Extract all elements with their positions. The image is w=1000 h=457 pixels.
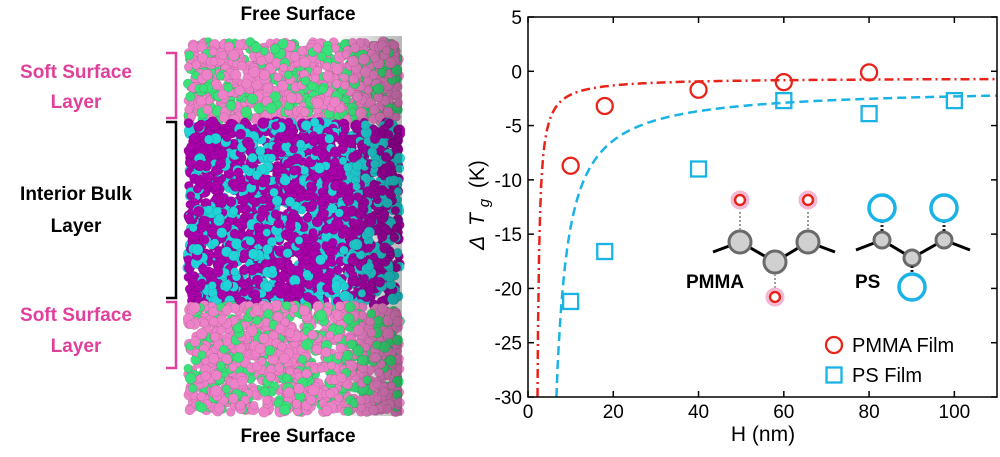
y-tick-label: -25: [495, 334, 522, 355]
data-markers: [561, 63, 964, 311]
ps-point: [945, 91, 964, 110]
y-tick-label: -5: [505, 117, 522, 138]
side-group-halo-icon: [765, 287, 785, 307]
x-tick-label: 40: [688, 402, 709, 423]
y-axis-subscript: g: [476, 198, 493, 207]
y-tick-label: 5: [511, 8, 522, 29]
y-tick-label: -10: [495, 171, 522, 192]
layer-label-line: Layer: [51, 216, 102, 237]
ps-point: [596, 242, 614, 261]
phenyl-group-icon: [867, 193, 897, 223]
y-axis-delta: Δ: [466, 236, 489, 251]
side-group-icon: [801, 193, 815, 207]
fit-line-pmma-film: [536, 77, 997, 398]
ps-point: [561, 292, 580, 311]
side-group-halo-icon: [798, 190, 818, 210]
legend-ps-marker: [825, 366, 843, 384]
ps-point: [775, 91, 793, 110]
y-tick-label: -15: [495, 225, 522, 246]
side-group-halo-icon: [730, 190, 750, 210]
bulk-layer-label: Interior Bulk Layer: [20, 184, 132, 237]
y-axis-symbol: T: [466, 211, 489, 226]
atom-slab: [182, 36, 406, 418]
ps-bead-icon: [872, 230, 892, 250]
bottom-surface-bracket: [166, 300, 178, 370]
chart-axes: [527, 16, 998, 398]
x-tick-label: 20: [603, 402, 624, 423]
plot-frame: [527, 16, 998, 398]
legend-entry: PMMA Film: [852, 335, 954, 357]
pmma-bead-icon: [795, 229, 821, 255]
x-tick-label: 100: [939, 402, 971, 423]
pmma-inset-label: PMMA: [686, 272, 744, 293]
bulk-bracket: [166, 120, 178, 300]
y-tick-label: 0: [511, 62, 522, 83]
side-group-icon: [768, 290, 782, 304]
bottom-surface-layer-label: Soft Surface Layer: [20, 305, 132, 357]
pmma-point: [774, 72, 793, 92]
pmma-point: [561, 156, 580, 175]
ps-point: [860, 104, 878, 123]
tg-chart: PMMA PS 0 20 40 60 80 100 5 0 -5 -10 -15 -20 -25 -30 P…: [466, 8, 998, 446]
monomer-inset: PMMA PS: [686, 190, 971, 307]
x-tick-label: 60: [773, 402, 794, 423]
slab-shading: [182, 36, 402, 416]
top-surface-layer-label: Soft Surface Layer: [20, 62, 132, 113]
ps-bead-icon: [902, 248, 922, 268]
layer-label-line: Layer: [51, 92, 102, 113]
top-surface-bracket: [166, 51, 178, 120]
legend-entry: PS Film: [852, 365, 922, 387]
legend-pmma-marker: [824, 335, 844, 355]
ps-point: [689, 160, 708, 178]
layer-label-line: Interior Bulk: [20, 184, 132, 205]
y-axis-label: Δ T g (K): [466, 160, 494, 251]
y-tick-label: -20: [495, 279, 522, 300]
x-tick-label: 0: [523, 402, 534, 423]
ps-bead-icon: [934, 230, 954, 250]
ps-inset-label: PS: [855, 272, 880, 293]
x-tick-label: 80: [859, 402, 880, 423]
top-free-surface-label: Free Surface: [240, 4, 355, 25]
y-axis-unit: (K): [466, 160, 489, 188]
layer-label-line: Layer: [51, 336, 102, 357]
pmma-point: [595, 96, 614, 116]
side-group-icon: [733, 193, 747, 207]
svg-text:Δ T g: Δ T g (K): [466, 160, 494, 251]
tick-labels: 0 20 40 60 80 100 5 0 -5 -10 -15 -20 -25 -30: [495, 8, 971, 423]
pmma-bead-icon: [762, 249, 788, 275]
phenyl-group-icon: [897, 272, 927, 302]
pmma-point: [689, 80, 708, 99]
bottom-free-surface-label: Free Surface: [240, 426, 355, 447]
chart-legend: PMMA Film PS Film: [824, 335, 954, 387]
y-tick-label: -30: [495, 388, 522, 409]
phenyl-group-icon: [929, 193, 959, 223]
pmma-bead-icon: [727, 229, 753, 255]
layer-label-line: Soft Surface: [20, 305, 132, 326]
pmma-point: [859, 63, 879, 82]
x-axis-label: H (nm): [731, 423, 795, 446]
simulation-panel: Free Surface Free Surface Soft Surface L…: [20, 4, 406, 447]
layer-label-line: Soft Surface: [20, 62, 132, 83]
